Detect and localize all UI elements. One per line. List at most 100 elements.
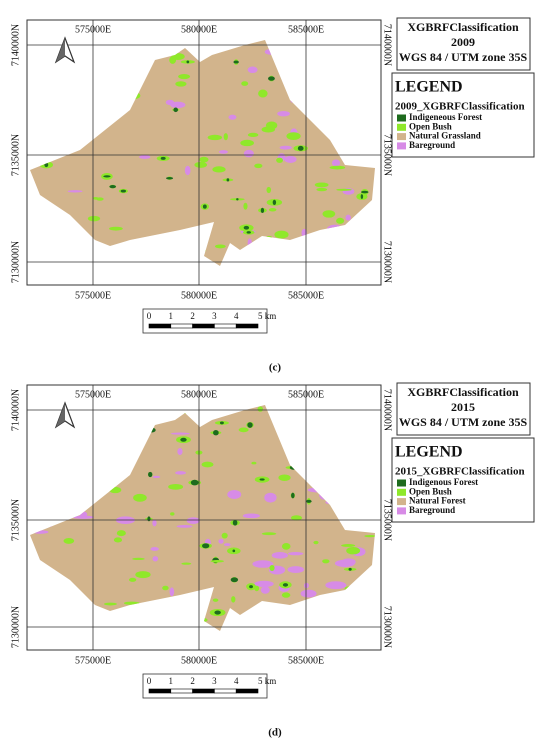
- forest-patch: [219, 421, 224, 425]
- forest-patch: [214, 610, 221, 615]
- open-bush-patch: [290, 515, 303, 521]
- northing-label: 7135000N: [382, 134, 393, 176]
- easting-label: 575000E: [75, 655, 111, 666]
- open-bush-patch: [265, 121, 278, 130]
- open-bush-patch: [212, 166, 226, 173]
- bareground-patch: [247, 66, 258, 74]
- open-bush-patch: [266, 186, 272, 194]
- legend-swatch: [397, 498, 406, 506]
- legend-heading: LEGEND: [395, 444, 463, 461]
- forest-patch: [213, 430, 219, 436]
- study-area: [30, 40, 375, 266]
- forest-patch: [305, 499, 312, 503]
- scale-label: 5 km: [258, 311, 276, 321]
- bareground-patch: [243, 149, 254, 158]
- open-bush-patch: [329, 165, 346, 170]
- forest-patch: [233, 60, 239, 64]
- forest-patch: [348, 567, 352, 571]
- northing-label: 7135000N: [10, 499, 21, 541]
- forest-patch: [173, 107, 179, 113]
- open-bush-patch: [241, 81, 249, 86]
- legend-label: Open Bush: [409, 486, 452, 496]
- legend-label: Open Bush: [409, 121, 452, 131]
- open-bush-patch: [170, 512, 175, 516]
- open-bush-patch: [314, 182, 329, 188]
- scale-segment: [214, 323, 237, 329]
- bareground-patch: [284, 155, 297, 163]
- bareground-patch: [228, 114, 237, 120]
- scale-box: [142, 673, 268, 699]
- bareground-patch: [152, 556, 159, 562]
- forest-patch: [180, 437, 187, 442]
- open-bush-patch: [210, 560, 224, 563]
- bareground-patch: [218, 150, 228, 154]
- forest-patch: [147, 516, 151, 522]
- open-bush-patch: [178, 73, 191, 80]
- open-bush-patch: [268, 208, 277, 212]
- legend-swatch: [397, 114, 406, 122]
- bareground-patch: [176, 524, 193, 528]
- open-bush-patch: [223, 133, 228, 141]
- forest-patch: [202, 204, 207, 209]
- scale-label: 2: [190, 311, 195, 321]
- open-bush-patch: [212, 598, 219, 602]
- legend-label: Indigenous Forest: [409, 477, 478, 487]
- open-bush-patch: [238, 427, 249, 433]
- open-bush-patch: [243, 202, 248, 210]
- open-bush-patch: [175, 81, 187, 87]
- open-bush-patch: [336, 188, 352, 191]
- open-bush-patch: [231, 596, 236, 603]
- legend-swatch: [397, 488, 406, 496]
- open-bush-patch: [247, 132, 259, 138]
- map-year: 2009: [451, 35, 475, 49]
- legend-label: Bareground: [409, 505, 455, 515]
- scale-segment: [214, 688, 237, 694]
- bareground-patch: [175, 471, 187, 475]
- easting-label: 585000E: [288, 290, 324, 301]
- open-bush-patch: [322, 210, 336, 218]
- bareground-patch: [170, 101, 186, 109]
- map-panel: 575000E 575000E 580000E 580000E 585000E 58500…: [10, 382, 535, 739]
- study-area: [30, 405, 375, 631]
- bareground-patch: [264, 492, 277, 503]
- bareground-patch: [279, 145, 292, 150]
- open-bush-patch: [116, 530, 126, 537]
- legend-swatch: [397, 479, 406, 487]
- bareground-patch: [165, 99, 175, 106]
- legend-label: Bareground: [409, 140, 455, 150]
- figure-caption: (c): [269, 362, 282, 374]
- open-bush-patch: [181, 562, 192, 565]
- open-bush-patch: [109, 226, 123, 231]
- scale-label: 4: [234, 676, 239, 686]
- open-bush-patch: [240, 139, 254, 147]
- forest-patch: [148, 471, 153, 478]
- bareground-patch: [152, 475, 161, 479]
- forest-patch: [232, 519, 238, 526]
- bareground-patch: [325, 581, 347, 590]
- north-arrow: [56, 403, 65, 427]
- bareground-patch: [252, 560, 274, 568]
- open-bush-patch: [261, 532, 277, 536]
- forest-patch: [243, 225, 250, 230]
- open-bush-patch: [258, 89, 268, 98]
- northing-label: 7135000N: [10, 134, 21, 176]
- forest-patch: [232, 549, 236, 553]
- bareground-patch: [224, 543, 231, 547]
- open-bush-patch: [251, 461, 257, 465]
- open-bush-patch: [201, 461, 214, 468]
- open-bush-patch: [269, 564, 275, 572]
- legend-layer: 2009_XGBRFClassification: [395, 101, 525, 113]
- open-bush-patch: [132, 557, 145, 561]
- open-bush-patch: [322, 559, 330, 564]
- open-bush-patch: [364, 534, 375, 538]
- map-title: XGBRFClassification: [407, 20, 519, 34]
- northing-label: 7135000N: [382, 499, 393, 541]
- open-bush-patch: [313, 540, 319, 545]
- bareground-patch: [345, 214, 351, 221]
- northing-label: 7130000N: [10, 606, 21, 648]
- northing-label: 7130000N: [382, 241, 393, 283]
- northing-label: 7140000N: [382, 389, 393, 431]
- forest-patch: [260, 207, 265, 213]
- legend-label: Indigeneous Forest: [409, 112, 482, 122]
- scale-segment: [235, 688, 259, 694]
